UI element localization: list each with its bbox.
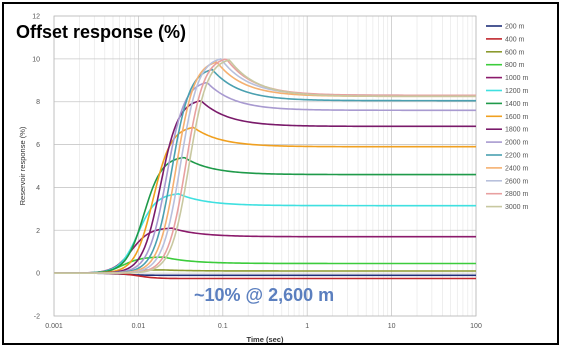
- chart-title: Offset response (%): [16, 22, 186, 42]
- x-tick-label: 10: [388, 323, 396, 330]
- legend-label: 2200 m: [505, 153, 529, 160]
- series-layer: [53, 58, 476, 280]
- series-line: [53, 256, 476, 274]
- y-tick-label: 0: [36, 271, 40, 278]
- y-tick-label: 12: [32, 14, 40, 21]
- x-tick-label: 0.01: [132, 323, 146, 330]
- chart-frame: 0.001 0.01 0.1 1 10 100 -2 0 2 4 6 8 10 12 200 m 400 m…: [2, 2, 559, 345]
- plot-area-border: [53, 15, 477, 317]
- annotation: ~10% @ 2,600 m: [194, 285, 334, 305]
- x-tick-label: 1: [305, 323, 309, 330]
- series-line: [54, 156, 476, 274]
- x-axis-label: Time (sec): [247, 335, 284, 343]
- x-tick-label: 100: [470, 323, 482, 330]
- legend-label: 1200 m: [505, 88, 529, 95]
- legend-label: 1400 m: [505, 101, 529, 108]
- legend-label: 2400 m: [505, 165, 529, 172]
- series-line: [54, 126, 476, 274]
- series-line: [54, 68, 476, 274]
- legend-label: 800 m: [505, 62, 525, 69]
- x-tick-label: 0.001: [45, 323, 63, 330]
- series-line: [53, 193, 476, 274]
- legend-label: 1800 m: [505, 127, 529, 134]
- y-tick-label: 4: [36, 185, 40, 192]
- legend-label: 2000 m: [505, 140, 529, 147]
- legend-label: 2800 m: [505, 191, 529, 198]
- x-tick-label: 0.1: [218, 323, 228, 330]
- series-line: [54, 100, 476, 274]
- legend-label: 1000 m: [505, 75, 529, 82]
- legend-label: 2600 m: [505, 178, 529, 185]
- legend-label: 3000 m: [505, 204, 529, 211]
- y-axis-label: Reservoir response (%): [18, 126, 27, 205]
- legend-label: 600 m: [505, 49, 525, 56]
- y-tick-label: 2: [36, 228, 40, 235]
- series-line: [54, 272, 476, 280]
- y-tick-label: 10: [32, 56, 40, 63]
- series-line: [54, 59, 476, 274]
- legend-label: 400 m: [505, 36, 525, 43]
- y-tick-label: -2: [34, 314, 40, 321]
- series-line: [54, 61, 476, 274]
- y-tick-label: 6: [36, 142, 40, 149]
- legend-label: 1600 m: [505, 114, 529, 121]
- y-tick-label: 8: [36, 99, 40, 106]
- axes: 0.001 0.01 0.1 1 10 100 -2 0 2 4 6 8 10 12: [32, 14, 482, 331]
- chart: 0.001 0.01 0.1 1 10 100 -2 0 2 4 6 8 10 12 200 m 400 m…: [16, 14, 529, 345]
- legend: 200 m 400 m 600 m 800 m 1000 m 1200 m 1400 m 16…: [486, 24, 529, 211]
- legend-label: 200 m: [505, 24, 525, 31]
- series-line: [54, 81, 476, 274]
